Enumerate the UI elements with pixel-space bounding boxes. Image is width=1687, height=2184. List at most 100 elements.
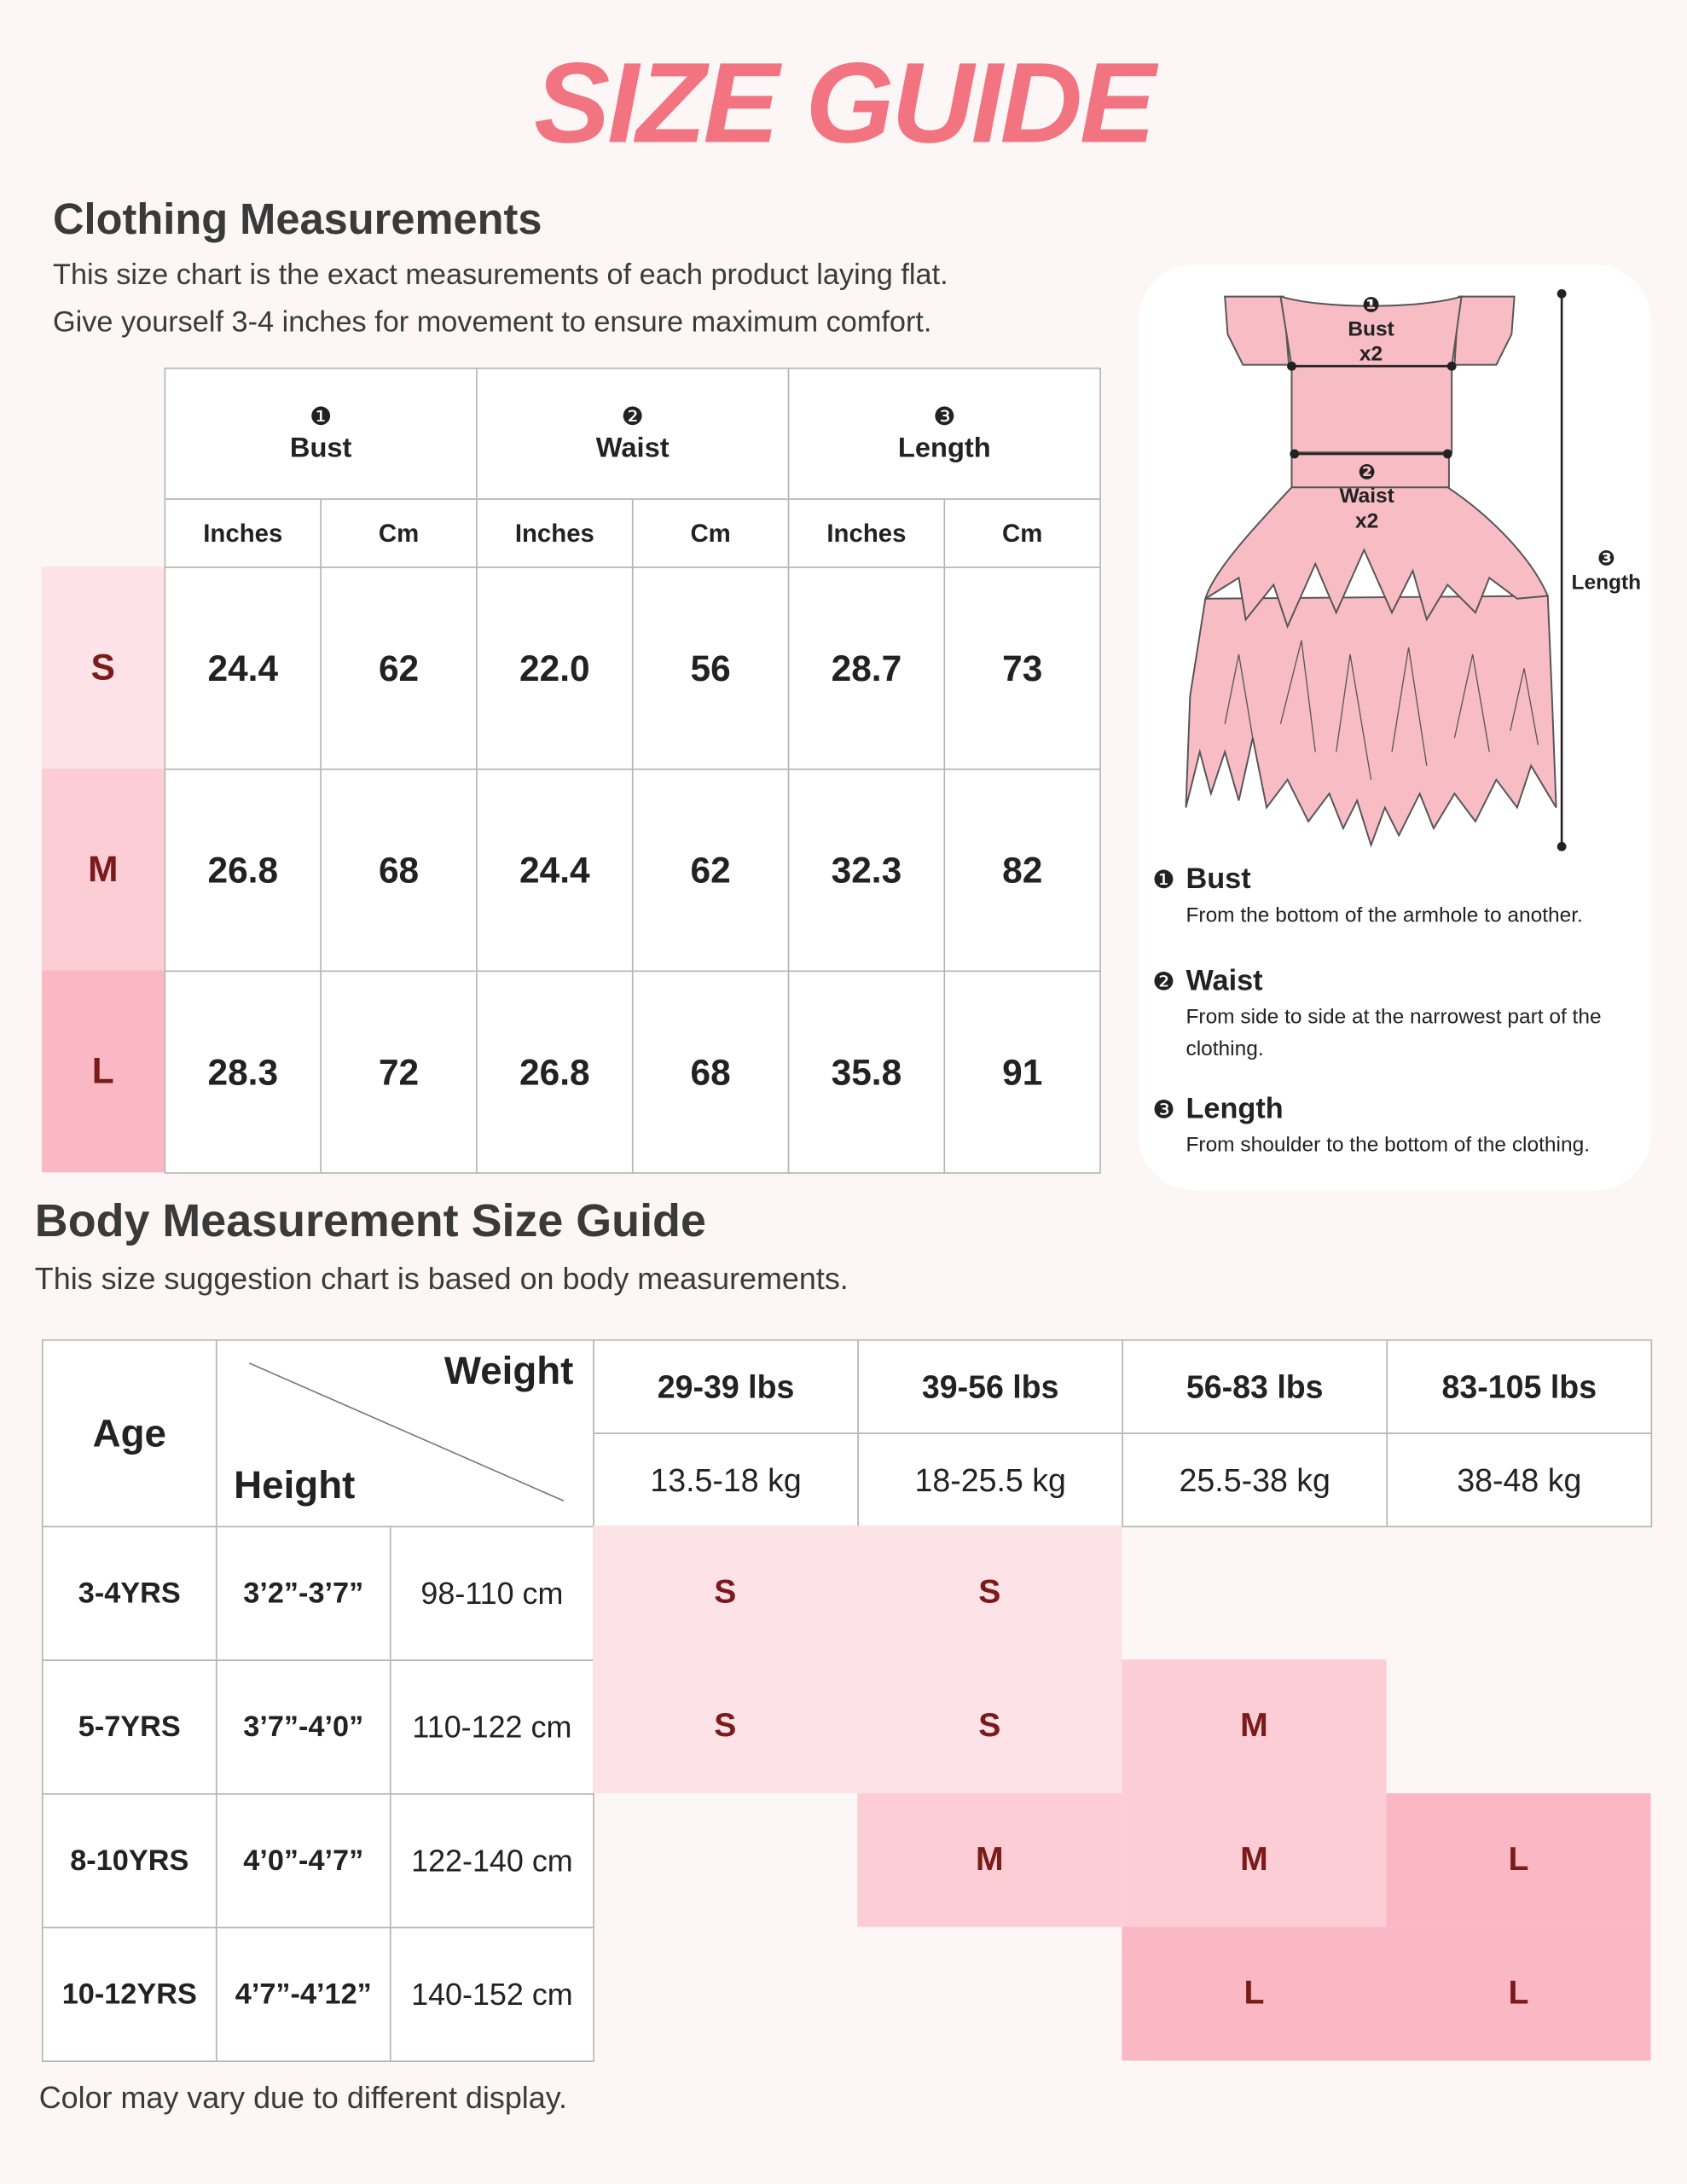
unit-header: Cm <box>631 498 790 568</box>
measurement: 68 <box>631 970 790 1174</box>
age: 5-7YRS <box>41 1659 217 1795</box>
size-cell: M <box>857 1793 1122 1927</box>
sleeve-left <box>1224 295 1290 366</box>
size-label: L <box>41 970 165 1173</box>
size-cell: M <box>1122 1659 1387 1794</box>
size-cell: S <box>593 1525 858 1660</box>
corner-top: Weight <box>443 1349 574 1392</box>
height-cm: 140-152 cm <box>389 1926 594 2062</box>
description: Give yourself 3-4 inches for movement to… <box>53 306 932 339</box>
height-cm: 122-140 cm <box>389 1793 594 1929</box>
measurement: 28.3 <box>164 970 322 1174</box>
skirt-top <box>1203 486 1550 630</box>
height-ft: 3’7”-4’0” <box>215 1659 391 1795</box>
size-cell: S <box>593 1659 858 1794</box>
group-header: ❸ Length <box>787 367 1101 500</box>
weight-kg: 18-25.5 kg <box>857 1432 1124 1528</box>
marker: ❶ <box>309 402 333 432</box>
waist-dot <box>1290 449 1300 459</box>
footer-note: Color may vary due to different display. <box>38 2080 568 2116</box>
measurement: 26.8 <box>164 768 322 973</box>
age: 3-4YRS <box>41 1525 217 1661</box>
title: SIZE GUIDE <box>534 40 1156 167</box>
measurement: 22.0 <box>476 566 634 770</box>
note-text: From the bottom of the armhole to anothe… <box>1186 903 1583 927</box>
size-cell: L <box>1386 1926 1651 2061</box>
waist-dot <box>1442 449 1452 459</box>
label-marker: ❸ <box>1597 546 1615 571</box>
group-header: ❷ Waist <box>476 367 790 500</box>
weight-kg: 38-48 kg <box>1386 1432 1653 1528</box>
age: 8-10YRS <box>41 1793 217 1929</box>
size-cell: S <box>857 1659 1122 1794</box>
weight-lbs: 39-56 lbs <box>857 1339 1124 1434</box>
measurement: 82 <box>943 768 1101 973</box>
measurement: 24.4 <box>476 768 634 973</box>
size-label: M <box>41 768 165 971</box>
corner-bottom: Height <box>234 1463 356 1507</box>
unit-header: Inches <box>787 498 946 568</box>
diagonal <box>248 1362 565 1502</box>
skirt-under <box>1185 595 1557 848</box>
bust-dot <box>1287 361 1296 371</box>
measurement: 72 <box>320 970 478 1174</box>
size-cell: L <box>1122 1926 1387 2061</box>
weight-kg: 13.5-18 kg <box>593 1432 859 1528</box>
weight-lbs: 83-105 lbs <box>1386 1339 1653 1434</box>
label-marker: ❷ <box>1358 459 1376 484</box>
measurement: 73 <box>943 566 1101 770</box>
diagram-label: Bust <box>1348 317 1394 340</box>
marker: ❷ <box>621 402 644 432</box>
skirt-detail <box>1224 640 1539 781</box>
waistband <box>1290 451 1450 489</box>
height-ft: 4’0”-4’7” <box>215 1793 391 1929</box>
weight-lbs: 56-83 lbs <box>1122 1339 1388 1434</box>
age-header: Age <box>41 1339 217 1528</box>
size-label: S <box>41 566 165 769</box>
note-title: Length <box>1186 1093 1284 1125</box>
unit-header: Inches <box>476 498 634 568</box>
size-cell: S <box>857 1525 1122 1660</box>
bodice <box>1279 295 1463 454</box>
group-label: Bust <box>289 433 352 464</box>
marker: ❸ <box>933 402 956 432</box>
diagram-label: Length <box>1572 571 1642 594</box>
group-header: ❶ Bust <box>164 367 478 500</box>
measurement: 32.3 <box>787 768 946 973</box>
height-cm: 98-110 cm <box>389 1525 594 1661</box>
size-cell: M <box>1122 1793 1387 1927</box>
unit-header: Cm <box>320 498 478 568</box>
note-title: Waist <box>1186 964 1263 997</box>
measurement: 24.4 <box>164 566 322 770</box>
measurement: 26.8 <box>476 970 634 1174</box>
unit-header: Cm <box>943 498 1101 568</box>
description: This size chart is the exact measurement… <box>53 258 948 292</box>
group-label: Length <box>897 433 991 464</box>
measurement: 28.7 <box>787 566 946 770</box>
weight-kg: 25.5-38 kg <box>1122 1432 1388 1528</box>
length-dot <box>1557 841 1567 851</box>
section-heading: Body Measurement Size Guide <box>34 1194 706 1246</box>
sleeve-right <box>1453 295 1516 366</box>
height-ft: 4’7”-4’12” <box>215 1926 391 2062</box>
height-cm: 110-122 cm <box>389 1659 594 1795</box>
unit-header: Inches <box>164 498 322 568</box>
measurement: 91 <box>943 970 1101 1174</box>
note-marker: ❶ <box>1152 866 1175 896</box>
measurement: 56 <box>631 566 790 770</box>
diagram-label: x2 <box>1359 343 1383 366</box>
note-text: From side to side at the narrowest part … <box>1186 1005 1602 1061</box>
size-cell: L <box>1386 1793 1651 1927</box>
note-title: Bust <box>1186 863 1251 896</box>
measurement: 35.8 <box>787 970 946 1174</box>
length-dot <box>1557 288 1567 299</box>
measurement: 62 <box>320 566 478 770</box>
section-heading: Clothing Measurements <box>53 195 542 244</box>
note-marker: ❸ <box>1152 1095 1175 1125</box>
measurement: 62 <box>631 768 790 973</box>
label-marker: ❶ <box>1362 293 1380 317</box>
group-label: Waist <box>595 433 670 464</box>
